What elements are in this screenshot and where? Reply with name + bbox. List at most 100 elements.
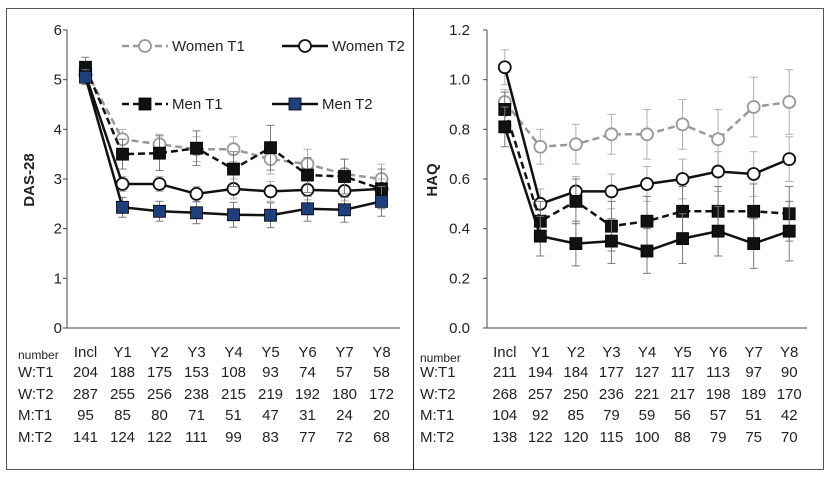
haq-table-row-label: W:T2 [420, 386, 456, 403]
haq-table-cell: 257 [528, 386, 553, 403]
das28-y-tick-label: 4 [54, 121, 62, 138]
das28-table-cell: 153 [184, 364, 209, 381]
haq-y-tick-label: 1.0 [449, 72, 470, 89]
haq-table-cell: 236 [599, 386, 624, 403]
haq-data-point [711, 132, 726, 147]
haq-table-cell: 189 [741, 386, 766, 403]
haq-data-point [568, 137, 583, 152]
das28-table-header: number [18, 348, 59, 362]
haq-table-cell: 194 [528, 364, 553, 381]
haq-data-point [533, 229, 547, 243]
das28-category-label: Y8 [372, 344, 390, 361]
das28-table-cell: 51 [225, 407, 242, 424]
haq-data-point [782, 152, 797, 167]
haq-data-point [533, 139, 548, 154]
das28-y-tick-label: 2 [54, 221, 62, 238]
haq-data-point [569, 194, 583, 208]
das28-table-cell: 215 [221, 386, 246, 403]
haq-data-point [675, 117, 690, 132]
haq-table-cell: 120 [563, 429, 588, 446]
legend-marker [138, 39, 152, 53]
haq-table-cell: 59 [639, 407, 656, 424]
haq-data-point [747, 237, 761, 250]
haq-table-cell: 113 [706, 364, 730, 381]
haq-table-cell: 79 [603, 407, 620, 424]
haq-category-label: Y1 [531, 344, 549, 361]
das28-table-cell: 93 [262, 364, 279, 381]
haq-table-cell: 198 [706, 386, 731, 403]
das28-data-point [116, 200, 129, 214]
das28-data-point [338, 170, 351, 183]
haq-y-tick-label: 0.0 [449, 320, 470, 337]
das28-data-point [116, 147, 129, 161]
haq-y-tick-label: 0.4 [449, 221, 470, 238]
haq-table-cell: 70 [781, 429, 798, 446]
das28-data-point [227, 162, 240, 176]
haq-table-cell: 138 [492, 429, 517, 446]
figure-frame [6, 8, 824, 470]
das28-category-label: Y4 [224, 344, 242, 361]
legend-label: Men T2 [322, 96, 373, 113]
haq-data-point [711, 164, 726, 179]
haq-series-men-t2 [498, 106, 796, 274]
haq-y-tick-label: 0.6 [449, 171, 470, 188]
haq-table-cell: 127 [634, 364, 659, 381]
haq-category-label: Y6 [709, 344, 727, 361]
haq-data-point [782, 95, 797, 109]
haq-table-cell: 115 [599, 429, 623, 446]
das28-data-point [375, 194, 388, 208]
haq-data-point [605, 234, 618, 248]
das28-table-cell: 255 [110, 386, 135, 403]
haq-data-point [640, 177, 654, 191]
das28-table-cell: 83 [262, 429, 279, 446]
legend-marker [138, 97, 152, 111]
das28-table-cell: 180 [332, 386, 357, 403]
haq-category-label: Y2 [567, 344, 585, 361]
das28-table-row-label: W:T2 [18, 386, 54, 403]
haq-category-label: Y3 [602, 344, 620, 361]
das28-y-tick-label: 0 [54, 320, 62, 337]
haq-table-cell: 88 [674, 429, 691, 446]
das28-table-cell: 99 [225, 429, 242, 446]
das28-category-label: Y1 [113, 344, 131, 361]
haq-table-cell: 42 [781, 407, 798, 424]
das28-data-point [301, 202, 314, 216]
haq-table-cell: 177 [599, 364, 624, 381]
das28-table-cell: 71 [188, 407, 205, 424]
haq-table-row-label: M:T1 [420, 407, 454, 424]
haq-table-cell: 100 [634, 429, 659, 446]
haq-data-point [782, 224, 796, 238]
das28-table-cell: 47 [262, 407, 279, 424]
das28-table-cell: 122 [147, 429, 172, 446]
haq-table-cell: 79 [710, 429, 727, 446]
legend-label: Men T1 [172, 96, 223, 113]
das28-table-cell: 31 [299, 407, 316, 424]
haq-table-cell: 250 [563, 386, 588, 403]
haq-table-cell: 90 [781, 364, 798, 381]
das28-table-cell: 77 [299, 429, 316, 446]
haq-table-cell: 268 [492, 386, 517, 403]
haq-table-cell: 57 [710, 407, 727, 424]
haq-table-cell: 117 [671, 364, 695, 381]
haq-table-cell: 75 [745, 429, 762, 446]
legend-marker [288, 97, 302, 111]
das28-data-point [152, 177, 167, 191]
das28-table-row-label: M:T2 [18, 429, 52, 446]
haq-data-point [711, 224, 725, 238]
haq-data-point [640, 244, 654, 258]
haq-table-row-label: M:T2 [420, 429, 454, 446]
das28-table-cell: 58 [373, 364, 390, 381]
haq-category-label: Incl [493, 344, 516, 361]
haq-category-label: Y7 [744, 344, 762, 361]
das28-table-cell: 256 [147, 386, 172, 403]
das28-table-cell: 175 [147, 364, 172, 381]
legend-label: Women T2 [332, 38, 405, 55]
das28-y-tick-label: 5 [54, 72, 62, 89]
das28-data-point [189, 186, 204, 201]
panel-divider [413, 8, 414, 470]
haq-category-label: Y5 [673, 344, 691, 361]
haq-table-cell: 184 [563, 364, 588, 381]
haq-table-cell: 217 [670, 386, 695, 403]
das28-table-row-label: M:T1 [18, 407, 52, 424]
